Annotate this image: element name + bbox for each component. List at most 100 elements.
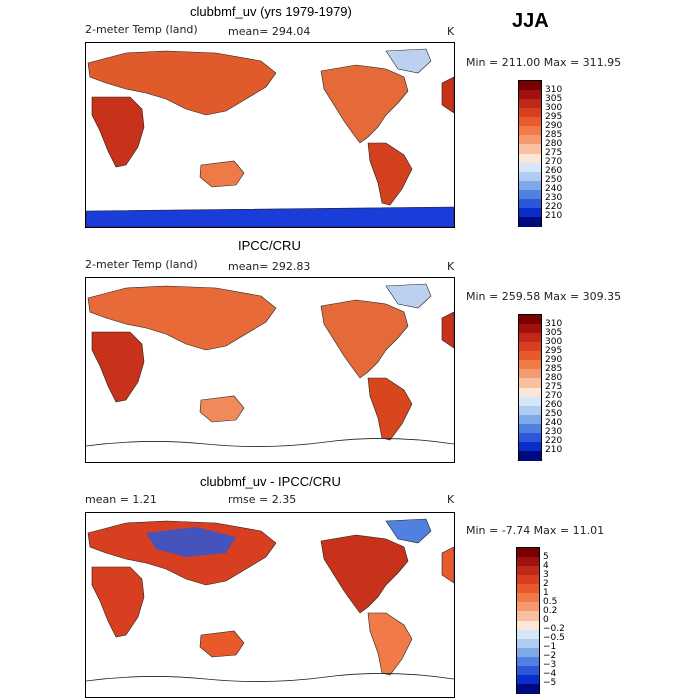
colorbar-cell <box>519 135 541 145</box>
season-label: JJA <box>512 10 549 32</box>
colorbar-cell <box>517 566 539 576</box>
colorbar-cell <box>519 432 541 443</box>
colorbar-label: 260 <box>545 166 563 177</box>
panel-3-title: clubbmf_uv - IPCC/CRU <box>200 474 341 489</box>
colorbar-label: 210 <box>545 211 563 222</box>
panel-3-range: Min = -7.74 Max = 11.01 <box>466 524 605 537</box>
colorbar-label: −1 <box>543 642 557 653</box>
panel-1-map <box>85 42 455 228</box>
eurasia-region <box>87 50 277 116</box>
colorbar-label: 210 <box>545 445 563 456</box>
colorbar-cell <box>519 441 541 452</box>
colorbar-label: 310 <box>545 84 563 95</box>
panel-2-range: Min = 259.58 Max = 309.35 <box>466 290 622 303</box>
panel-3-units: K <box>447 493 455 506</box>
south-america-region <box>367 142 413 206</box>
eurasia-region <box>87 285 277 351</box>
colorbar-cell <box>519 396 541 407</box>
africa-region <box>91 566 145 638</box>
colorbar-label: 270 <box>545 391 563 402</box>
panel-2-map <box>85 277 455 463</box>
colorbar-cell <box>519 414 541 425</box>
colorbar-cell <box>517 593 539 603</box>
colorbar-label: −2 <box>543 651 557 662</box>
colorbar-cell <box>517 602 539 612</box>
colorbar-label: 270 <box>545 157 563 168</box>
colorbar-label: 230 <box>545 427 563 438</box>
panel-1-map-svg <box>86 48 454 227</box>
north-america-region <box>320 299 409 379</box>
colorbar-cell <box>517 683 539 694</box>
colorbar-cell <box>519 180 541 191</box>
panel-2-units: K <box>447 260 455 273</box>
colorbar-cell <box>517 638 539 649</box>
colorbar-cell <box>519 450 541 461</box>
colorbar-label: 300 <box>545 336 563 347</box>
colorbar-cell <box>519 405 541 416</box>
colorbar-cell <box>519 99 541 109</box>
colorbar-label: 285 <box>545 129 563 140</box>
south-america-region <box>367 612 413 676</box>
colorbar-label: 220 <box>545 202 563 213</box>
panel-3-colorbar: 5 4 3 2 1 0.5 0.2 0 −0.2 −0.5 −1 −2 −3 −4 −5 <box>516 547 565 694</box>
colorbar-cell <box>519 198 541 209</box>
panel-1-units: K <box>447 25 455 38</box>
colorbar-label: 305 <box>545 93 563 104</box>
colorbar-label: 0 <box>543 615 549 625</box>
colorbar-label: 250 <box>545 409 563 420</box>
north-america-region <box>320 534 409 614</box>
panel-3-mean: mean = 1.21 <box>85 493 157 506</box>
colorbar-label: 220 <box>545 436 563 447</box>
colorbar-cell <box>519 81 541 91</box>
colorbar-cell <box>517 548 539 558</box>
colorbar-label: 0.5 <box>543 596 558 607</box>
colorbar-cell <box>517 674 539 685</box>
colorbar-cell <box>519 378 541 388</box>
australia-region <box>199 160 245 188</box>
colorbar-label: 310 <box>545 318 563 329</box>
europe-edge-region <box>441 311 454 349</box>
colorbar-cell <box>519 324 541 334</box>
panel-1-mean: mean= 294.04 <box>228 25 311 38</box>
colorbar-cell <box>517 620 539 631</box>
colorbar-cell <box>519 90 541 100</box>
colorbar-label: 285 <box>545 363 563 374</box>
panel-3-map-svg <box>86 518 454 682</box>
colorbar-label: 250 <box>545 175 563 186</box>
australia-region <box>199 395 245 423</box>
colorbar-label: −3 <box>543 660 557 671</box>
eurasia-cool-anomaly <box>146 527 236 557</box>
panel-1-title: clubbmf_uv (yrs 1979-1979) <box>190 4 352 19</box>
colorbar-cell <box>519 369 541 379</box>
colorbar-cell <box>517 656 539 667</box>
colorbar-label: 0.2 <box>543 605 558 616</box>
panel-3-map <box>85 512 455 698</box>
colorbar-cell <box>519 171 541 182</box>
colorbar-label: −0.2 <box>543 624 565 635</box>
antarctica-region <box>86 206 454 227</box>
colorbar-label: 3 <box>543 569 549 580</box>
colorbar-cell <box>519 207 541 218</box>
panel-2-mean: mean= 292.83 <box>228 260 311 273</box>
antarctica-outline <box>86 438 454 447</box>
colorbar-cell <box>519 387 541 398</box>
africa-region <box>91 96 145 168</box>
colorbar-cell <box>519 153 541 164</box>
colorbar-label: 280 <box>545 372 563 383</box>
colorbar-cell <box>517 575 539 585</box>
colorbar-label: 290 <box>545 354 563 365</box>
panel-1-variable: 2-meter Temp (land) <box>85 23 198 36</box>
colorbar-label: 305 <box>545 327 563 338</box>
greenland-region <box>385 518 432 544</box>
greenland-region <box>385 48 432 74</box>
colorbar-cell <box>519 315 541 325</box>
colorbar-label: −4 <box>543 669 557 680</box>
australia-region <box>199 630 245 658</box>
colorbar-label: 280 <box>545 138 563 149</box>
colorbar-cell <box>517 665 539 676</box>
panel-1-colorbar: 310 305 300 295 290 285 280 275 270 260 250 240 230 2… <box>518 80 562 227</box>
colorbar-cell <box>519 117 541 127</box>
north-america-region <box>320 64 409 144</box>
panel-2-colorbar: 310 305 300 295 290 285 280 275 270 260 250 240 230 2… <box>518 314 562 461</box>
colorbar-label: 230 <box>545 193 563 204</box>
